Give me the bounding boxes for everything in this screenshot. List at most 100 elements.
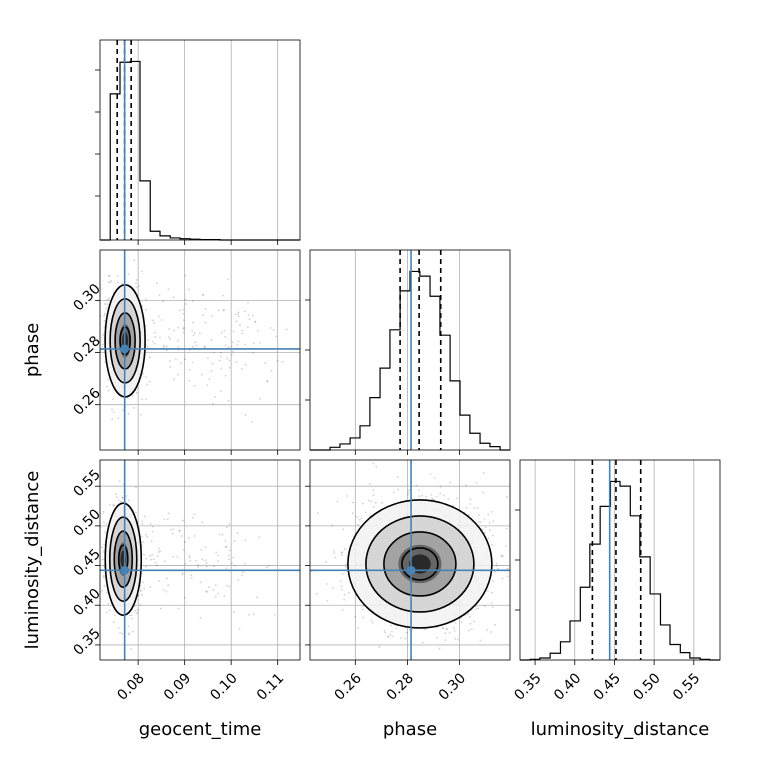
sample-point (207, 586, 210, 589)
sample-point (149, 523, 152, 526)
sample-point (404, 637, 407, 640)
sample-point (362, 605, 365, 608)
sample-point (331, 524, 334, 527)
scatter-points (100, 460, 300, 660)
sample-point (110, 279, 113, 282)
sample-point (108, 609, 111, 612)
scatter-panel-luminosity-distance-vs-phase: 0.26 0.28 0.30 (305, 459, 511, 704)
sample-point (132, 630, 134, 633)
sample-point (215, 551, 218, 554)
sample-point (135, 279, 138, 281)
sample-point (137, 608, 139, 611)
scatter-points (100, 232, 300, 450)
sample-point (193, 535, 196, 537)
sample-point (184, 298, 187, 301)
sample-point (142, 581, 145, 584)
sample-point (210, 338, 213, 341)
x-tick-label: 0.28 (384, 670, 417, 703)
sample-point (446, 664, 448, 666)
sample-point (223, 309, 225, 311)
sample-point (364, 511, 367, 514)
sample-point (157, 551, 160, 554)
sample-point (142, 232, 144, 234)
histogram-panel-geocent-time (95, 39, 301, 245)
sample-point (467, 613, 469, 615)
sample-point (111, 418, 114, 421)
sample-point (121, 282, 124, 285)
sample-point (227, 522, 230, 525)
sample-point (147, 346, 149, 348)
sample-point (386, 636, 389, 638)
y-tick-label: 0.30 (70, 281, 103, 314)
sample-point (182, 519, 184, 522)
sample-point (352, 501, 355, 504)
sample-point (192, 321, 194, 324)
sample-point (106, 591, 108, 594)
sample-point (448, 632, 451, 634)
sample-point (240, 332, 243, 335)
sample-point (475, 481, 478, 484)
sample-point (436, 636, 439, 639)
sample-point (163, 518, 166, 521)
sample-point (115, 493, 117, 496)
sample-point (152, 525, 154, 528)
sample-point (396, 476, 399, 478)
sample-point (241, 329, 244, 332)
sample-point (217, 309, 220, 312)
sample-point (469, 622, 472, 625)
panel-frame (519, 459, 721, 661)
sample-point (477, 607, 480, 610)
sample-point (334, 556, 337, 559)
sample-point (395, 627, 398, 630)
sample-point (248, 613, 251, 616)
sample-point (182, 308, 185, 311)
sample-point (107, 281, 110, 284)
sample-point (194, 341, 197, 344)
truth-marker (406, 565, 416, 575)
sample-point (134, 609, 137, 612)
sample-point (193, 385, 196, 387)
sample-point (169, 338, 172, 340)
sample-point (505, 527, 508, 530)
sample-point (465, 484, 468, 487)
sample-point (103, 320, 106, 322)
sample-point (188, 554, 191, 557)
sample-point (418, 495, 421, 498)
sample-point (165, 345, 168, 348)
sample-point (101, 558, 104, 561)
x-tick-label: 0.40 (551, 670, 584, 703)
sample-point (148, 380, 151, 383)
sample-point (473, 507, 476, 510)
sample-point (439, 492, 442, 495)
sample-point (397, 488, 400, 491)
sample-point (483, 518, 486, 521)
sample-point (460, 621, 463, 624)
sample-point (225, 567, 228, 570)
sample-point (254, 320, 257, 323)
sample-point (227, 554, 230, 557)
sample-point (148, 356, 151, 359)
sample-point (182, 327, 185, 330)
sample-point (197, 564, 199, 566)
sample-point (140, 590, 143, 592)
sample-point (138, 285, 140, 288)
sample-point (273, 613, 276, 616)
sample-point (477, 520, 480, 523)
sample-point (236, 532, 239, 535)
sample-point (106, 385, 108, 388)
sample-point (500, 554, 503, 557)
sample-point (425, 495, 428, 498)
sample-point (174, 358, 177, 361)
sample-point (181, 572, 184, 575)
sample-point (421, 494, 423, 497)
sample-point (109, 503, 112, 506)
sample-point (483, 605, 486, 607)
sample-point (244, 539, 247, 542)
sample-point (372, 494, 375, 497)
sample-point (239, 324, 241, 327)
sample-point (421, 641, 424, 644)
sample-point (122, 409, 125, 412)
sample-point (151, 340, 154, 343)
sample-point (150, 540, 153, 543)
sample-point (167, 512, 170, 515)
